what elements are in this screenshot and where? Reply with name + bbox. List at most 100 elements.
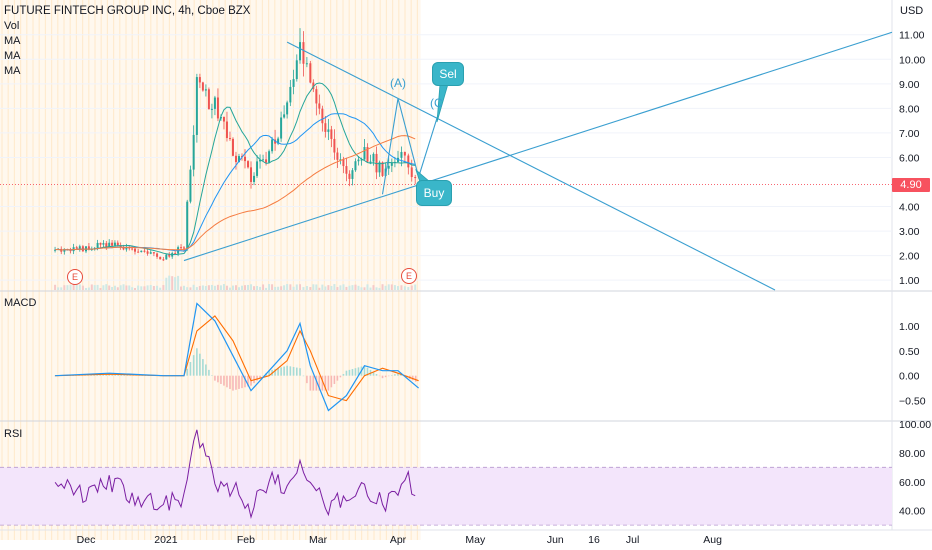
candle-body [295, 60, 298, 80]
macd-histogram-bar [391, 375, 393, 376]
macd-histogram-bar [226, 375, 228, 388]
candle-body [75, 247, 78, 249]
macd-histogram-bar [302, 375, 305, 377]
candle-body [105, 243, 108, 247]
elliott-wave-path [381, 98, 441, 195]
candle-body [96, 242, 99, 248]
candle-body [247, 161, 250, 168]
rsi-tick-label: 80.00 [899, 448, 925, 460]
macd-histogram-bar [357, 367, 360, 376]
time-tick-label: Mar [309, 534, 328, 546]
candle-body [146, 251, 149, 254]
volume-bar [268, 284, 271, 290]
macd-histogram-bar [286, 365, 288, 376]
macd-histogram-bar [93, 374, 95, 376]
candle-body [345, 166, 348, 174]
volume-bar [146, 285, 149, 290]
chart-title: FUTURE FINTECH GROUP INC, 4h, Cboe BZX [4, 5, 251, 17]
macd-histogram-bar [238, 375, 240, 389]
macd-histogram-bar [324, 375, 327, 391]
volume-bar [286, 284, 289, 290]
volume-bar [189, 287, 192, 290]
candle-body [111, 242, 114, 246]
volume-bar [105, 284, 108, 290]
candle-body [244, 156, 247, 162]
volume-bar [162, 285, 165, 290]
macd-histogram-bar [217, 375, 219, 383]
volume-bar [403, 286, 406, 290]
rsi-line [54, 429, 416, 520]
time-tick-label: Dec [77, 534, 96, 546]
indicator-ma-1[interactable]: MA [4, 35, 21, 47]
candle-body [182, 247, 185, 249]
volume-bar [324, 286, 327, 290]
macd-histogram-bar [283, 366, 285, 376]
volume-bar [309, 287, 312, 290]
candle-body [400, 151, 403, 158]
price-tick-label: 8.00 [899, 103, 920, 115]
volume-bar [345, 286, 348, 290]
candle-body [280, 117, 283, 139]
macd-tick-label: −0.50 [899, 396, 926, 408]
candle-body [262, 159, 265, 161]
volume-bar [63, 285, 66, 290]
candle-body [204, 89, 207, 91]
candle-body [286, 102, 289, 115]
candle-body [210, 108, 213, 110]
price-tick-label: 11.00 [899, 30, 925, 42]
indicator-ma-3[interactable]: MA [4, 65, 21, 77]
candle-body [330, 129, 333, 139]
candle-body [195, 77, 198, 135]
ma-line-slow [55, 135, 416, 251]
candle-body [207, 89, 210, 110]
volume-bar [119, 285, 122, 290]
sell-callout[interactable]: Sel [432, 62, 464, 86]
macd-histogram-bar [397, 373, 399, 376]
volume-bar [69, 284, 72, 290]
volume-bar [99, 287, 102, 290]
volume-bar [72, 284, 75, 290]
price-tick-label: 2.00 [899, 251, 920, 263]
time-tick-label: 2021 [154, 534, 178, 546]
macd-histogram-bar [99, 374, 101, 376]
volume-bar [259, 286, 262, 290]
time-tick-label: Jul [626, 534, 639, 546]
candle-body [302, 42, 305, 64]
candle-body [119, 245, 122, 248]
current-price-badge: 4.90 [892, 178, 930, 192]
indicator-ma-2[interactable]: MA [4, 50, 21, 62]
indicator-vol[interactable]: Vol [4, 20, 20, 32]
candle-body [339, 159, 342, 161]
earnings-marker-1[interactable]: E [67, 269, 83, 285]
candle-body [78, 246, 81, 249]
macd-histogram-bar [321, 375, 324, 391]
macd-histogram-bar [277, 368, 279, 376]
candle-body [333, 138, 336, 153]
candle-body [149, 252, 152, 254]
macd-histogram-bar [309, 375, 312, 391]
candle-body [354, 161, 357, 171]
rsi-label[interactable]: RSI [4, 428, 23, 440]
earnings-marker-2[interactable]: E [401, 268, 417, 284]
macd-histogram-bar [205, 364, 207, 376]
candle-body [256, 161, 259, 176]
candle-body [271, 139, 274, 152]
macd-histogram-bar [315, 375, 318, 391]
volume-bar [90, 284, 93, 290]
buy-callout[interactable]: Buy [416, 180, 452, 206]
macd-histogram-bar [211, 375, 213, 376]
candle-body [315, 89, 318, 104]
candle-body [259, 159, 262, 162]
volume-bar [204, 286, 207, 290]
candle-body [369, 161, 372, 163]
macd-histogram-bar [232, 375, 234, 391]
candle-body [143, 250, 146, 252]
volume-bar [78, 284, 81, 290]
macd-label[interactable]: MACD [4, 297, 37, 309]
volume-bar [397, 286, 399, 290]
volume-bar [140, 286, 143, 290]
volume-bar [122, 284, 125, 290]
volume-bar [241, 285, 243, 290]
price-tick-label: 9.00 [899, 79, 920, 91]
